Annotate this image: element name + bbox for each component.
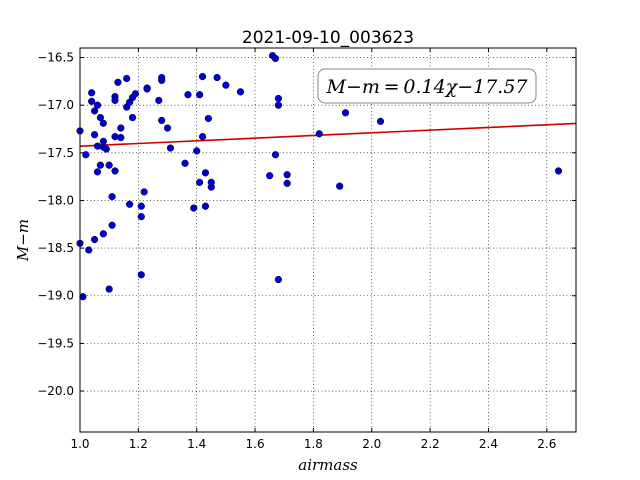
data-point <box>90 107 99 115</box>
data-point <box>99 119 107 127</box>
fit-equation-box: M−m = 0.14χ−17.57 <box>317 68 537 104</box>
data-point <box>88 97 96 105</box>
x-tick-label: 1.2 <box>129 437 148 451</box>
scatter-points <box>76 52 563 301</box>
data-point <box>90 131 99 139</box>
data-point <box>105 285 113 293</box>
data-point <box>341 109 350 117</box>
data-point <box>137 271 145 279</box>
data-point <box>155 96 163 105</box>
data-point <box>158 116 166 125</box>
x-tick-label: 1.4 <box>187 437 206 451</box>
data-point <box>283 171 291 179</box>
data-point <box>213 73 221 82</box>
data-point <box>108 221 116 229</box>
data-point <box>271 54 280 63</box>
x-tick-label: 1.8 <box>304 437 323 451</box>
data-point <box>198 133 207 141</box>
data-point <box>196 91 204 99</box>
data-point <box>137 202 145 210</box>
y-axis-label: M−m <box>14 219 32 262</box>
data-point <box>90 235 99 244</box>
data-point <box>376 117 385 125</box>
data-point <box>315 130 323 138</box>
data-point <box>166 144 175 152</box>
data-point <box>274 275 283 284</box>
data-point <box>114 78 122 86</box>
data-point <box>143 84 151 92</box>
data-point <box>99 137 107 145</box>
data-point <box>111 167 119 175</box>
data-point <box>96 113 105 122</box>
data-point <box>93 101 102 109</box>
data-point <box>198 72 207 81</box>
data-point <box>222 81 230 89</box>
data-point <box>266 172 274 180</box>
data-point <box>163 124 172 132</box>
data-point <box>184 91 192 99</box>
x-tick-label: 2.4 <box>479 437 498 451</box>
data-point <box>93 168 102 176</box>
data-point <box>190 204 198 212</box>
ticks: 1.0 1.2 1.4 1.6 1.8 2.0 2.2 2.4 2.6 −16.5 −17.0 −17… <box>37 48 576 451</box>
data-point <box>158 73 166 82</box>
data-point <box>117 133 125 142</box>
data-point <box>123 74 131 83</box>
y-tick-label: −18.5 <box>37 241 74 255</box>
data-point <box>79 293 87 301</box>
data-point <box>201 169 210 177</box>
y-tick-label: −19.0 <box>37 289 74 303</box>
fit-line <box>79 122 577 147</box>
data-point <box>85 246 93 254</box>
data-point <box>126 200 134 208</box>
data-point <box>137 213 145 221</box>
data-point <box>102 145 110 153</box>
data-point <box>140 188 148 196</box>
data-point <box>131 90 140 98</box>
y-tick-label: −17.0 <box>37 98 74 112</box>
data-point <box>82 151 90 159</box>
data-point <box>108 193 116 201</box>
data-point <box>196 178 204 186</box>
chart-title: 2021-09-10_003623 <box>242 28 414 48</box>
fit-layer <box>79 122 577 147</box>
data-point <box>201 202 210 210</box>
data-point <box>96 161 105 169</box>
data-point <box>554 167 563 175</box>
data-point <box>271 151 280 159</box>
y-tick-label: −19.5 <box>37 336 74 350</box>
x-axis-label: airmass <box>298 456 358 474</box>
y-tick-label: −17.5 <box>37 146 74 160</box>
x-tick-label: 2.6 <box>537 437 556 451</box>
data-point <box>207 178 215 186</box>
x-tick-label: 1.6 <box>246 437 265 451</box>
data-point <box>181 159 189 167</box>
x-tick-label: 2.0 <box>362 437 381 451</box>
data-point <box>88 89 96 97</box>
fit-equation: M−m = 0.14χ−17.57 <box>325 76 528 98</box>
x-tick-label: 2.2 <box>421 437 440 451</box>
y-tick-label: −16.5 <box>37 51 74 65</box>
data-point <box>128 113 137 122</box>
x-tick-label: 1.0 <box>70 437 89 451</box>
data-point <box>117 124 125 132</box>
plot-frame <box>79 47 577 433</box>
data-point <box>99 230 107 238</box>
data-point <box>193 147 201 155</box>
data-point <box>336 182 344 190</box>
y-tick-label: −18.0 <box>37 193 74 207</box>
data-point <box>204 114 212 123</box>
data-point <box>283 179 291 187</box>
data-point <box>274 101 283 109</box>
data-point <box>274 94 283 103</box>
data-point <box>105 161 113 169</box>
y-tick-label: −20.0 <box>37 384 74 398</box>
data-point <box>236 88 245 96</box>
data-point <box>111 96 119 105</box>
